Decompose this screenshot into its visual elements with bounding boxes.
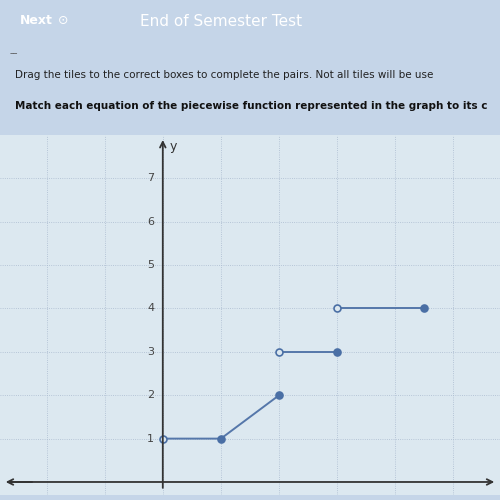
Text: 1: 1 xyxy=(147,434,154,444)
Text: 7: 7 xyxy=(147,174,154,184)
Text: Match each equation of the piecewise function represented in the graph to its c: Match each equation of the piecewise fun… xyxy=(15,101,488,111)
Text: ⊙: ⊙ xyxy=(58,14,68,26)
Text: Drag the tiles to the correct boxes to complete the pairs. Not all tiles will be: Drag the tiles to the correct boxes to c… xyxy=(15,70,434,80)
Text: ––: –– xyxy=(10,50,18,58)
Text: 3: 3 xyxy=(147,347,154,357)
Text: y: y xyxy=(170,140,177,153)
Text: End of Semester Test: End of Semester Test xyxy=(140,14,302,29)
Text: 5: 5 xyxy=(147,260,154,270)
Text: 4: 4 xyxy=(147,304,154,314)
Text: 2: 2 xyxy=(147,390,154,400)
Text: Next: Next xyxy=(20,14,53,26)
Text: 6: 6 xyxy=(147,216,154,226)
